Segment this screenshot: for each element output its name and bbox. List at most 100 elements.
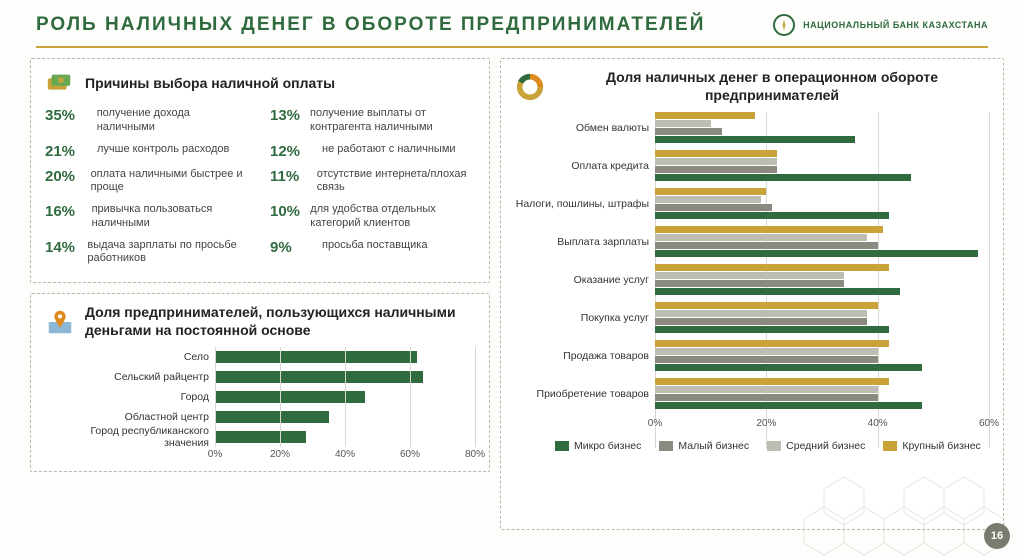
ops-bar xyxy=(655,364,922,371)
reason-row: 21%лучше контроль расходов xyxy=(45,143,250,160)
ops-category-label: Оплата кредита xyxy=(515,160,655,172)
reason-percent: 10% xyxy=(270,203,300,220)
ops-bar xyxy=(655,112,755,119)
hbar-bar xyxy=(215,431,306,443)
ops-bar xyxy=(655,166,777,173)
reason-text: выдача зарплаты по просьбе работников xyxy=(87,239,250,267)
brand: НАЦИОНАЛЬНЫЙ БАНК КАЗАХСТАНА xyxy=(773,14,988,36)
reason-row: 14%выдача зарплаты по просьбе работников xyxy=(45,239,250,267)
ops-category-label: Обмен валюты xyxy=(515,122,655,134)
reason-percent: 20% xyxy=(45,168,81,185)
reason-percent: 11% xyxy=(270,168,307,185)
reason-text: получение дохода наличными xyxy=(97,107,250,135)
reason-row: 11%отсутствие интернета/плохая связь xyxy=(270,168,475,196)
ops-category-label: Покупка услуг xyxy=(515,312,655,324)
ops-bar xyxy=(655,310,867,317)
legend-swatch xyxy=(883,441,897,451)
legend-swatch xyxy=(659,441,673,451)
reason-percent: 16% xyxy=(45,203,82,220)
ops-bar xyxy=(655,234,867,241)
hbar-label: Город xyxy=(45,391,215,403)
ops-bar xyxy=(655,348,878,355)
ops-bar xyxy=(655,318,867,325)
hbar-label: Областной центр xyxy=(45,411,215,423)
ops-category: Выплата зарплаты xyxy=(515,226,989,258)
ops-category: Налоги, пошлины, штрафы xyxy=(515,188,989,220)
hbar-bar xyxy=(215,371,423,383)
ops-bar xyxy=(655,188,766,195)
ops-chart: Обмен валюты Оплата кредита Налоги, пошлин… xyxy=(515,112,989,432)
ops-title: Доля наличных денег в операционном оборо… xyxy=(555,69,989,104)
ops-bar xyxy=(655,402,922,409)
ops-panel: Доля наличных денег в операционном оборо… xyxy=(500,58,1004,530)
ops-bar xyxy=(655,288,900,295)
axis-tick: 40% xyxy=(868,418,888,429)
ops-bar xyxy=(655,386,878,393)
reason-row: 12%не работают с наличными xyxy=(270,143,475,160)
hbar-row: Село xyxy=(45,347,475,367)
ops-bar xyxy=(655,196,761,203)
legend-label: Средний бизнес xyxy=(786,440,865,452)
usage-chart: СелоСельский райцентрГородОбластной цент… xyxy=(45,347,475,463)
hbar-bar xyxy=(215,411,329,423)
hbar-row: Город республиканского значения xyxy=(45,427,475,447)
ops-category-label: Оказание услуг xyxy=(515,274,655,286)
ops-bar xyxy=(655,280,844,287)
axis-tick: 20% xyxy=(756,418,776,429)
ops-bar xyxy=(655,340,889,347)
reason-text: получение выплаты от контрагента наличны… xyxy=(310,107,475,135)
legend-label: Крупный бизнес xyxy=(902,440,980,452)
reasons-title: Причины выбора наличной оплаты xyxy=(85,75,335,93)
header: РОЛЬ НАЛИЧНЫХ ДЕНЕГ В ОБОРОТЕ ПРЕДПРИНИМ… xyxy=(0,0,1024,42)
ops-bar xyxy=(655,326,889,333)
page-title: РОЛЬ НАЛИЧНЫХ ДЕНЕГ В ОБОРОТЕ ПРЕДПРИНИМ… xyxy=(36,14,705,36)
brand-text: НАЦИОНАЛЬНЫЙ БАНК КАЗАХСТАНА xyxy=(803,20,988,30)
reason-text: лучше контроль расходов xyxy=(97,143,229,157)
ops-bar xyxy=(655,158,777,165)
axis-tick: 20% xyxy=(270,449,290,460)
legend-item: Малый бизнес xyxy=(659,440,749,452)
reason-row: 13%получение выплаты от контрагента нали… xyxy=(270,107,475,135)
ops-category: Обмен валюты xyxy=(515,112,989,144)
ops-category-label: Продажа товаров xyxy=(515,350,655,362)
ops-category: Приобретение товаров xyxy=(515,378,989,410)
ops-bar xyxy=(655,150,777,157)
axis-tick: 0% xyxy=(648,418,662,429)
ops-bar xyxy=(655,264,889,271)
axis-tick: 40% xyxy=(335,449,355,460)
ops-bar xyxy=(655,394,878,401)
legend-swatch xyxy=(767,441,781,451)
map-pin-icon xyxy=(45,307,75,337)
page-number: 16 xyxy=(984,523,1010,549)
reason-row: 16%привычка пользоваться наличными xyxy=(45,203,250,231)
reasons-panel: Причины выбора наличной оплаты 35% получе… xyxy=(30,58,490,283)
hbar-label: Село xyxy=(45,351,215,363)
ops-bar xyxy=(655,302,878,309)
ops-bar xyxy=(655,136,855,143)
hbar-row: Областной центр xyxy=(45,407,475,427)
brand-logo-icon xyxy=(773,14,795,36)
ops-category-label: Выплата зарплаты xyxy=(515,236,655,248)
axis-tick: 60% xyxy=(979,418,999,429)
legend-swatch xyxy=(555,441,569,451)
ops-bar xyxy=(655,204,772,211)
hbar-row: Город xyxy=(45,387,475,407)
reason-text: просьба поставщика xyxy=(322,239,427,253)
legend-item: Крупный бизнес xyxy=(883,440,980,452)
ops-category: Оказание услуг xyxy=(515,264,989,296)
ops-bar xyxy=(655,212,889,219)
ops-bar xyxy=(655,356,878,363)
hbar-bar xyxy=(215,391,365,403)
usage-title: Доля предпринимателей, пользующихся нали… xyxy=(85,304,475,339)
ops-legend: Микро бизнес Малый бизнес Средний бизнес Кр… xyxy=(555,440,989,452)
reason-text: для удобства отдельных категорий клиенто… xyxy=(310,203,475,231)
reason-percent: 9% xyxy=(270,239,312,256)
hbar-label: Город республиканского значения xyxy=(45,425,215,449)
legend-label: Микро бизнес xyxy=(574,440,641,452)
reason-percent: 35% xyxy=(45,107,87,124)
reason-row: 20%оплата наличными быстрее и проще xyxy=(45,168,250,196)
axis-tick: 60% xyxy=(400,449,420,460)
reason-row: 35% получение дохода наличными xyxy=(45,107,250,135)
axis-tick: 80% xyxy=(465,449,485,460)
ops-category: Покупка услуг xyxy=(515,302,989,334)
